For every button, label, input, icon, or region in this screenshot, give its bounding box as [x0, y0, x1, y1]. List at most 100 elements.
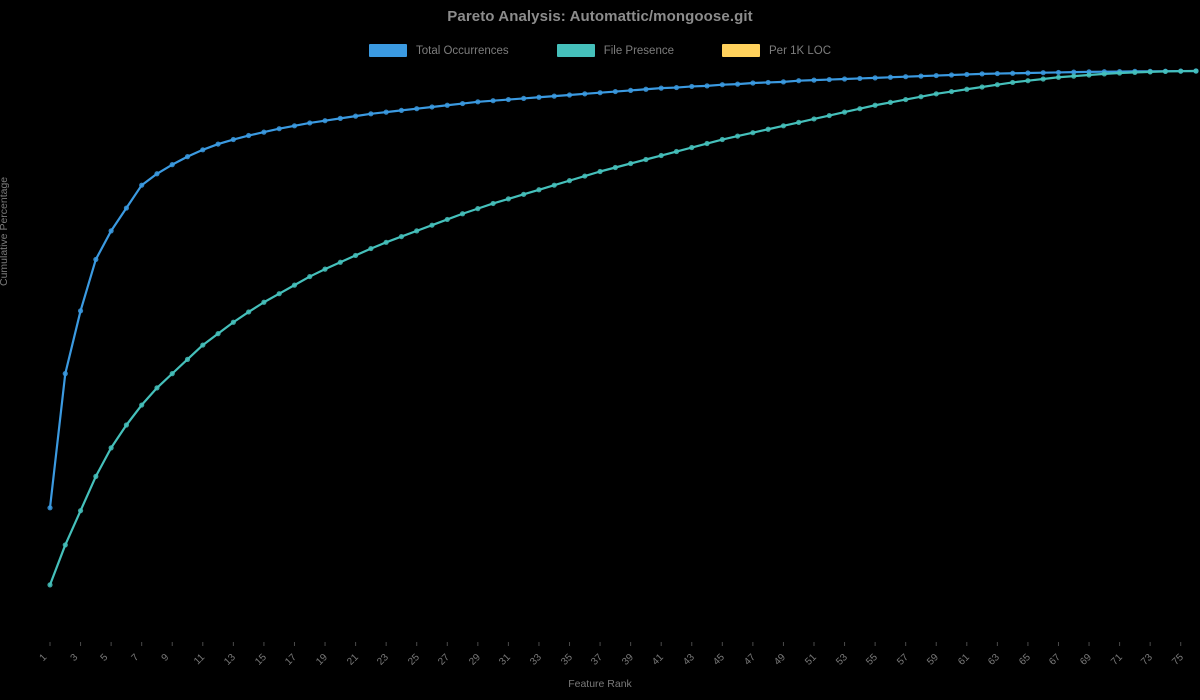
data-point-marker — [704, 140, 710, 147]
data-point-marker — [1010, 79, 1016, 86]
data-point-marker — [123, 205, 129, 211]
data-point-marker — [979, 71, 985, 77]
data-point-marker — [383, 239, 389, 245]
series-line — [48, 69, 1198, 509]
data-point-marker — [1101, 71, 1107, 77]
data-point-marker — [551, 182, 557, 188]
series-1 — [47, 68, 1199, 511]
data-point-marker — [750, 80, 756, 86]
data-point-marker — [77, 308, 84, 314]
data-point-marker — [108, 445, 114, 451]
data-point-marker — [704, 83, 710, 89]
legend-item[interactable]: Total Occurrences — [369, 44, 509, 57]
data-point-marker — [368, 245, 374, 252]
data-point-marker — [505, 196, 511, 202]
data-point-marker — [948, 88, 955, 95]
data-point-marker — [429, 104, 435, 110]
legend-item-label: Total Occurrences — [416, 44, 509, 57]
data-point-marker — [429, 222, 435, 228]
data-point-marker — [398, 107, 405, 113]
data-point-marker — [582, 91, 588, 97]
data-point-marker — [780, 79, 787, 85]
data-point-marker — [521, 191, 527, 197]
data-point-marker — [230, 319, 236, 325]
data-point-marker — [1055, 69, 1062, 76]
data-point-marker — [322, 266, 328, 272]
data-point-marker — [582, 173, 588, 179]
data-point-marker — [796, 119, 802, 125]
data-point-marker — [1132, 69, 1138, 76]
data-point-marker — [1086, 72, 1092, 78]
data-point-marker — [566, 178, 573, 184]
data-point-marker — [108, 228, 114, 234]
data-point-marker — [597, 168, 603, 175]
legend-item-label: Per 1K LOC — [769, 44, 831, 57]
data-point-marker — [826, 76, 832, 83]
data-point-marker — [735, 81, 741, 87]
data-point-marker — [643, 156, 649, 163]
data-point-marker — [200, 342, 206, 348]
data-point-marker — [139, 182, 145, 188]
data-point-marker — [612, 164, 618, 171]
data-point-marker — [841, 76, 848, 82]
data-point-marker — [918, 73, 924, 79]
data-point-marker — [1071, 73, 1077, 79]
series-2 — [47, 68, 1199, 588]
data-point-marker — [841, 109, 848, 115]
series-line — [48, 69, 1198, 586]
data-point-marker — [1193, 68, 1199, 74]
data-point-marker — [93, 256, 99, 263]
data-point-marker — [47, 582, 53, 588]
data-point-marker — [903, 74, 909, 80]
data-point-marker — [77, 508, 84, 514]
data-point-marker — [994, 70, 1000, 77]
data-point-marker — [872, 102, 878, 108]
data-point-marker — [337, 115, 343, 121]
data-point-marker — [414, 228, 420, 234]
data-point-marker — [398, 233, 405, 240]
data-point-marker — [1117, 70, 1123, 76]
data-point-marker — [826, 112, 832, 119]
data-point-marker — [322, 118, 328, 124]
data-point-marker — [536, 94, 542, 100]
data-point-marker — [689, 144, 695, 151]
data-point-marker — [750, 130, 756, 136]
data-point-marker — [169, 371, 175, 377]
data-point-marker — [154, 171, 160, 177]
data-point-marker — [459, 211, 466, 217]
data-point-marker — [918, 94, 924, 100]
data-point-marker — [490, 200, 496, 207]
x-axis-title: Feature Rank — [568, 678, 632, 690]
legend-item[interactable]: File Presence — [556, 44, 674, 57]
data-point-marker — [444, 216, 450, 223]
data-point-marker — [1147, 69, 1153, 75]
data-point-marker — [1055, 74, 1062, 80]
data-point-marker — [337, 259, 343, 265]
data-point-marker — [261, 129, 267, 135]
data-point-marker — [719, 136, 725, 143]
legend-item[interactable]: Per 1K LOC — [722, 44, 831, 57]
legend-color-swatch — [556, 44, 595, 57]
data-point-marker — [154, 385, 160, 391]
data-point-marker — [246, 132, 252, 139]
data-point-marker — [566, 92, 573, 98]
data-point-marker — [673, 84, 680, 91]
data-point-marker — [780, 123, 787, 129]
data-point-marker — [765, 79, 771, 86]
data-point-marker — [291, 282, 298, 288]
data-point-marker — [1071, 69, 1077, 75]
data-point-marker — [47, 505, 53, 511]
data-point-marker — [887, 74, 894, 80]
data-point-marker — [261, 299, 267, 305]
data-point-marker — [200, 147, 206, 153]
data-point-marker — [1010, 70, 1016, 76]
data-point-marker — [93, 473, 99, 480]
data-point-marker — [811, 77, 817, 83]
data-point-marker — [1025, 78, 1031, 84]
data-point-marker — [1025, 70, 1031, 76]
data-point-marker — [521, 95, 527, 102]
data-point-marker — [887, 99, 894, 105]
data-point-marker — [719, 82, 725, 88]
data-point-marker — [612, 88, 618, 95]
